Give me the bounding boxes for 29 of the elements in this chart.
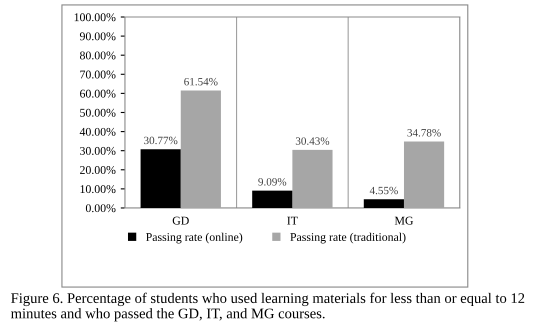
bar: [364, 199, 404, 208]
y-tick-label: 70.00%: [80, 70, 116, 79]
data-label: 34.78%: [407, 129, 441, 137]
data-label: 4.55%: [370, 186, 398, 194]
legend-label: Passing rate (traditional): [290, 232, 406, 244]
bar: [292, 150, 333, 208]
x-tick-label: MG: [394, 216, 414, 225]
caption: Figure 6. Percentage of students who used learning materials for less than or equal to 12 minutes and who passed the GD, IT, and MG courses.: [10, 292, 524, 322]
data-label: 61.54%: [184, 78, 218, 86]
bar: [180, 90, 221, 208]
data-label: 30.77%: [144, 136, 178, 144]
y-tick-label: 60.00%: [80, 90, 116, 98]
y-tick-label: 40.00%: [80, 128, 116, 136]
y-tick-label: 80.00%: [80, 51, 116, 60]
y-tick-label: 0.00%: [86, 204, 116, 212]
data-label: 9.09%: [258, 178, 286, 186]
y-tick-label: 30.00%: [80, 146, 116, 155]
bar: [252, 190, 292, 208]
legend-label: Passing rate (online): [146, 232, 242, 244]
y-tick-label: 20.00%: [80, 166, 116, 174]
bar: [404, 142, 444, 208]
y-tick-label: 50.00%: [80, 108, 116, 117]
x-tick-label: IT: [287, 216, 298, 224]
y-tick-label: 100.00%: [74, 13, 116, 22]
x-tick-label: GD: [172, 216, 189, 225]
y-tick-label: 90.00%: [80, 32, 116, 40]
data-label: 30.43%: [296, 137, 330, 145]
y-tick-label: 10.00%: [80, 185, 116, 194]
bar: [140, 149, 181, 208]
